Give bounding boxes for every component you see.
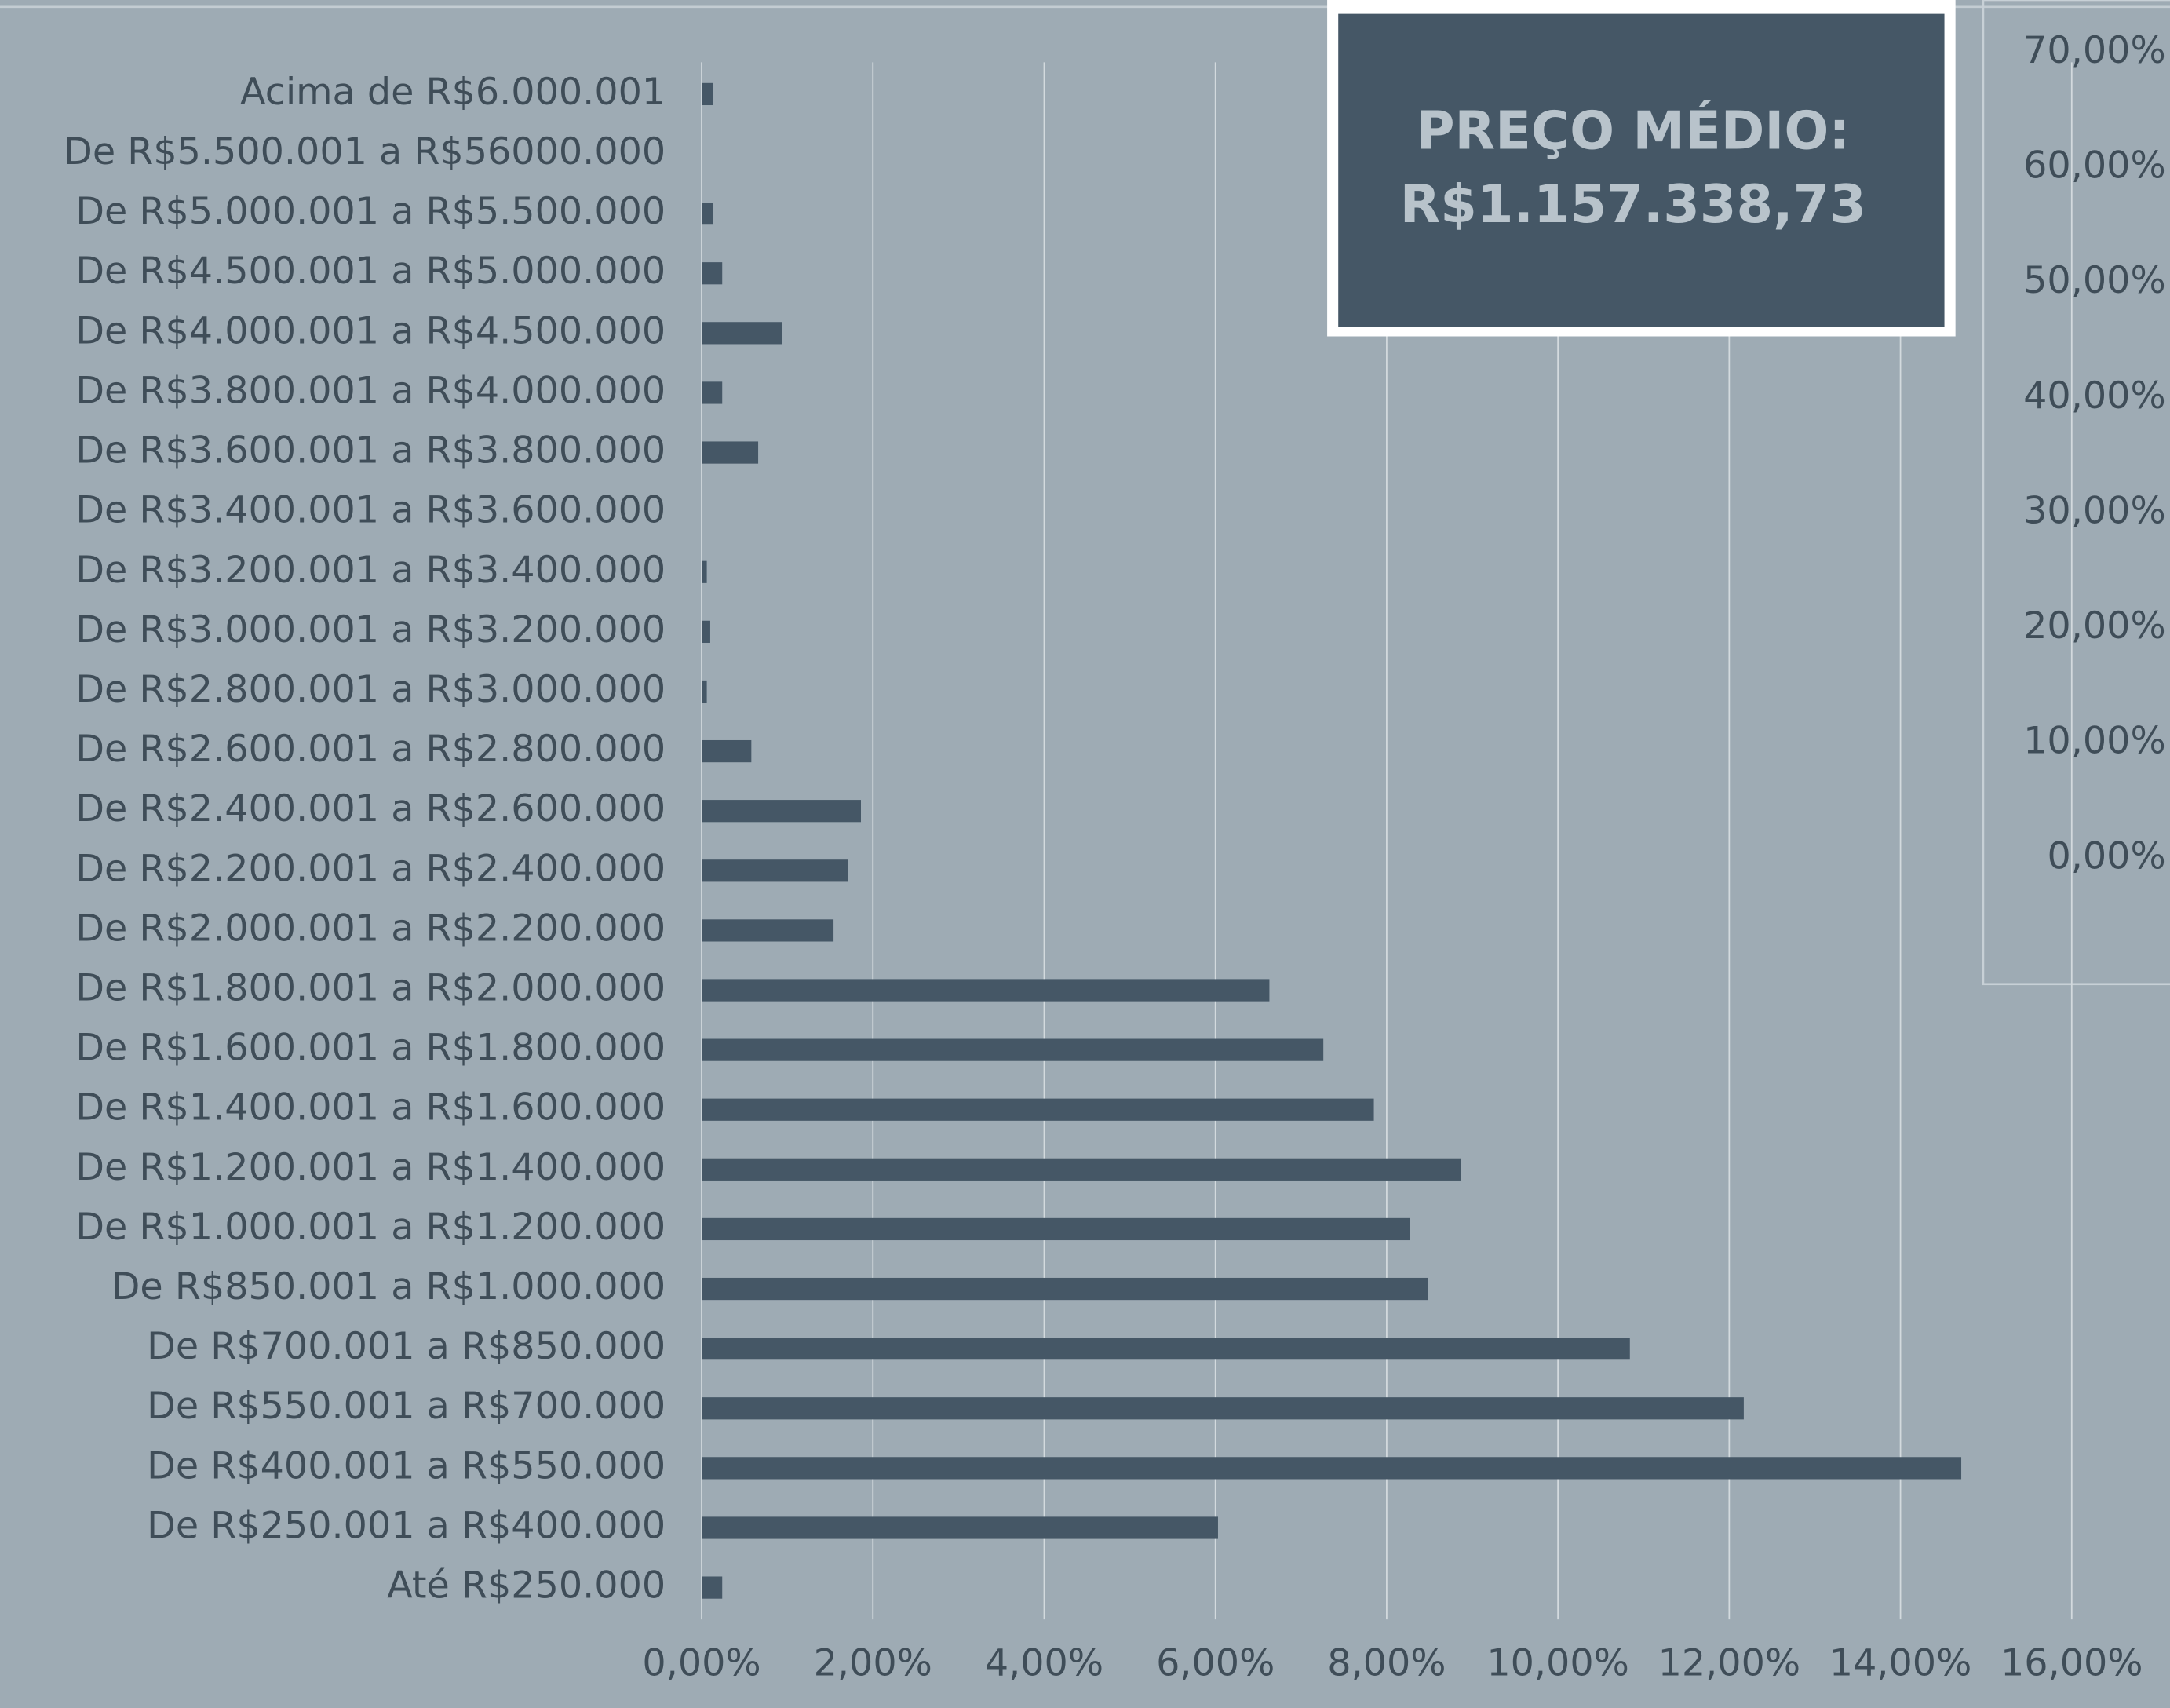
bar: [702, 1457, 1962, 1480]
x-tick-label: 4,00%: [985, 1641, 1103, 1684]
bar: [702, 262, 723, 285]
bar: [702, 560, 707, 583]
y-tick-label: De R$250.001 a R$400.000: [147, 1504, 666, 1547]
y-tick-label: Acima de R$6.000.001: [240, 71, 666, 114]
annotation-box: [1338, 13, 1945, 327]
y-tick-label: De R$1.400.001 a R$1.600.000: [75, 1086, 666, 1130]
bar: [702, 381, 723, 404]
y-tick-label: De R$400.001 a R$550.000: [147, 1444, 666, 1487]
x-tick-label: 6,00%: [1156, 1641, 1275, 1684]
bar: [702, 1217, 1410, 1241]
bar: [702, 680, 707, 703]
x-tick-label: 2,00%: [814, 1641, 932, 1684]
annotation-text: R$1.157.338,73: [1400, 173, 1866, 235]
bar: [702, 1277, 1428, 1301]
bar: [702, 203, 713, 225]
y-tick-label: De R$3.000.001 a R$3.200.000: [75, 608, 666, 651]
bar: [702, 1397, 1744, 1420]
y2-tick-label: 10,00%: [2023, 720, 2166, 763]
y-tick-label: De R$2.000.001 a R$2.200.000: [75, 907, 666, 950]
x-tick-label: 0,00%: [642, 1641, 760, 1684]
y-tick-label: De R$3.600.001 a R$3.800.000: [75, 429, 666, 473]
y-tick-label: De R$3.200.001 a R$3.400.000: [75, 549, 666, 592]
bar: [702, 1576, 723, 1599]
bar: [702, 800, 861, 823]
y-tick-label: De R$2.600.001 a R$2.800.000: [75, 728, 666, 771]
bar: [702, 739, 752, 763]
y-tick-label: De R$550.001 a R$700.000: [147, 1385, 666, 1428]
y-tick-label: De R$1.800.001 a R$2.000.000: [75, 967, 666, 1010]
x-tick-label: 16,00%: [2000, 1641, 2143, 1684]
x-tick-label: 12,00%: [1658, 1641, 1801, 1684]
y-tick-label: De R$1.200.001 a R$1.400.000: [75, 1146, 666, 1189]
y2-tick-label: 50,00%: [2023, 259, 2166, 302]
y-tick-label: De R$2.800.001 a R$3.000.000: [75, 668, 666, 711]
bar: [702, 82, 713, 106]
y-tick-label: De R$5.000.001 a R$5.500.000: [75, 190, 666, 233]
y-tick-label: De R$5.500.001 a R$56000.000: [64, 130, 666, 173]
y-tick-label: De R$1.000.001 a R$1.200.000: [75, 1206, 666, 1249]
x-tick-label: 10,00%: [1486, 1641, 1629, 1684]
secondary-axis-panel: [1982, 0, 2170, 986]
bar: [702, 1516, 1218, 1539]
y-tick-label: De R$850.001 a R$1.000.000: [111, 1265, 666, 1308]
y-tick-label: De R$700.001 a R$850.000: [147, 1325, 666, 1368]
y2-tick-label: 40,00%: [2023, 374, 2166, 418]
y-tick-label: De R$4.000.001 a R$4.500.000: [75, 309, 666, 352]
y-tick-label: Até R$250.000: [387, 1564, 666, 1608]
annotation-text: PREÇO MÉDIO:: [1416, 100, 1850, 162]
y2-tick-label: 70,00%: [2023, 29, 2166, 72]
y-tick-label: De R$2.400.001 a R$2.600.000: [75, 787, 666, 830]
bar: [702, 1098, 1374, 1121]
x-tick-label: 14,00%: [1829, 1641, 1972, 1684]
bar: [702, 859, 848, 882]
bar: [702, 441, 759, 464]
y-tick-label: De R$3.400.001 a R$3.600.000: [75, 489, 666, 532]
y-tick-label: De R$2.200.001 a R$2.400.000: [75, 847, 666, 890]
y-tick-label: De R$1.600.001 a R$1.800.000: [75, 1027, 666, 1070]
bar: [702, 1038, 1324, 1061]
bar: [702, 620, 710, 643]
y2-tick-label: 60,00%: [2023, 144, 2166, 188]
y2-tick-label: 30,00%: [2023, 489, 2166, 532]
y-tick-label: De R$4.500.001 a R$5.000.000: [75, 250, 666, 293]
bar: [702, 1158, 1461, 1181]
bar: [702, 919, 834, 942]
y-tick-label: De R$3.800.001 a R$4.000.000: [75, 369, 666, 412]
bar: [702, 1338, 1630, 1360]
y2-tick-label: 0,00%: [2047, 834, 2165, 878]
bar: [702, 322, 782, 345]
y2-tick-label: 20,00%: [2023, 604, 2166, 648]
bar: [702, 979, 1270, 1002]
x-tick-label: 8,00%: [1327, 1641, 1446, 1684]
